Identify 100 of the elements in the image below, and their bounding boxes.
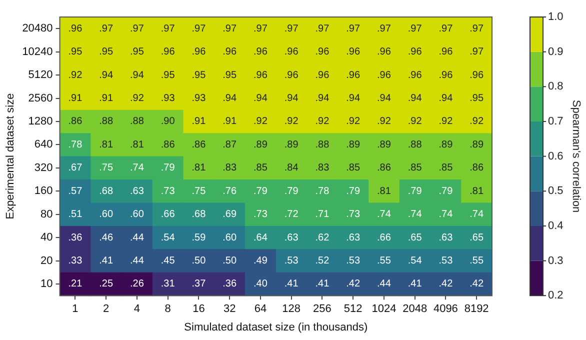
data-label: .92 [408, 116, 422, 128]
data-label: .53 [438, 256, 454, 267]
data-label: .81 [130, 139, 144, 150]
data-label: .85 [254, 162, 268, 174]
data-label: .96 [408, 70, 422, 81]
data-label: .94 [438, 93, 454, 104]
data-label: .95 [222, 70, 237, 81]
data-label: .97 [222, 23, 237, 34]
data-label: .93 [160, 93, 176, 104]
data-label: .97 [160, 23, 176, 34]
y-tick-label: 320 [34, 162, 53, 174]
data-label: .26 [130, 278, 144, 290]
data-label: .88 [408, 139, 422, 150]
data-label: .83 [315, 162, 330, 174]
data-label: .89 [376, 139, 392, 150]
data-label: .97 [408, 23, 422, 34]
data-label: .81 [192, 162, 206, 174]
data-label: .31 [160, 278, 176, 290]
data-label: .36 [68, 232, 83, 244]
data-label: .40 [254, 278, 268, 290]
x-tick-label: 16 [192, 303, 205, 316]
data-label: .91 [68, 93, 83, 104]
x-tick-label: 128 [282, 303, 301, 316]
data-label: .84 [284, 162, 299, 174]
data-label: .63 [438, 232, 454, 244]
data-label: .96 [192, 46, 206, 58]
x-axis-title: Simulated dataset size (in thousands) [184, 321, 368, 334]
data-label: .96 [470, 70, 484, 81]
data-label: .96 [438, 46, 454, 58]
data-label: .85 [408, 162, 422, 174]
data-label: .68 [99, 186, 114, 197]
data-label: .60 [99, 209, 114, 220]
data-label: .66 [160, 209, 176, 220]
data-label: .60 [222, 232, 237, 244]
data-label: .52 [315, 256, 330, 267]
data-label: .64 [254, 232, 268, 244]
data-label: .54 [160, 232, 176, 244]
data-label: .92 [68, 70, 83, 81]
data-label: .97 [346, 23, 360, 34]
data-label: .66 [376, 232, 392, 244]
data-label: .53 [346, 256, 360, 267]
data-label: .44 [130, 232, 144, 244]
data-label: .97 [438, 23, 454, 34]
color-bar-label: 0.2 [548, 290, 564, 302]
data-label: .46 [99, 232, 114, 244]
data-label: .51 [68, 209, 83, 220]
x-tick-label: 4 [134, 303, 140, 316]
data-label: .94 [222, 93, 237, 104]
color-bar-label: 0.9 [548, 46, 564, 58]
data-label: .92 [438, 116, 454, 128]
data-label: .74 [408, 209, 422, 220]
data-label: .81 [99, 139, 114, 150]
x-tick-label: 64 [254, 303, 267, 316]
data-label: .96 [254, 46, 268, 58]
data-label: .96 [376, 70, 392, 81]
x-tick-label: 512 [344, 303, 362, 316]
data-label: .92 [284, 116, 299, 128]
data-label: .97 [99, 23, 114, 34]
data-label: .50 [222, 256, 237, 267]
color-bar-label: 0.6 [548, 150, 564, 162]
data-label: .44 [376, 278, 392, 290]
data-label: .63 [130, 186, 144, 197]
data-label: .90 [160, 116, 176, 128]
data-label: .55 [470, 256, 484, 267]
data-label: .86 [470, 162, 484, 174]
data-label: .95 [68, 46, 83, 58]
data-label: .73 [254, 209, 268, 220]
data-label: .41 [408, 278, 422, 290]
data-label: .72 [284, 209, 299, 220]
data-label: .92 [376, 116, 392, 128]
data-label: .97 [254, 23, 268, 34]
data-label: .41 [99, 256, 114, 267]
data-label: .25 [99, 278, 114, 290]
y-tick-label: 1280 [28, 116, 53, 128]
data-label: .81 [376, 186, 392, 197]
color-bar-label: 0.3 [548, 254, 564, 267]
data-label: .96 [284, 70, 299, 81]
x-tick-label: 1 [72, 303, 78, 316]
data-label: .94 [408, 93, 422, 104]
data-label: .96 [222, 46, 237, 58]
data-label: .42 [470, 278, 484, 290]
color-bar-label: 0.5 [548, 185, 564, 198]
color-bar-title: Spearman's correlation [570, 100, 582, 213]
y-tick-label: 20 [40, 254, 53, 267]
x-tick-label: 2 [103, 303, 110, 316]
data-label: .92 [130, 93, 144, 104]
y-axis-title: Experimental dataset size [4, 93, 17, 220]
data-label: .89 [254, 139, 268, 150]
data-label: .55 [376, 256, 392, 267]
data-label: .91 [192, 116, 206, 128]
data-label: .94 [284, 93, 299, 104]
data-label: .33 [68, 256, 83, 267]
data-label: .73 [160, 186, 176, 197]
data-label: .97 [130, 23, 144, 34]
data-label: .97 [470, 23, 484, 34]
y-tick-label: 5120 [28, 69, 53, 82]
data-label: .86 [376, 162, 392, 174]
data-label: .57 [68, 186, 83, 197]
data-label: .50 [192, 256, 206, 267]
y-tick-label: 80 [40, 208, 53, 220]
